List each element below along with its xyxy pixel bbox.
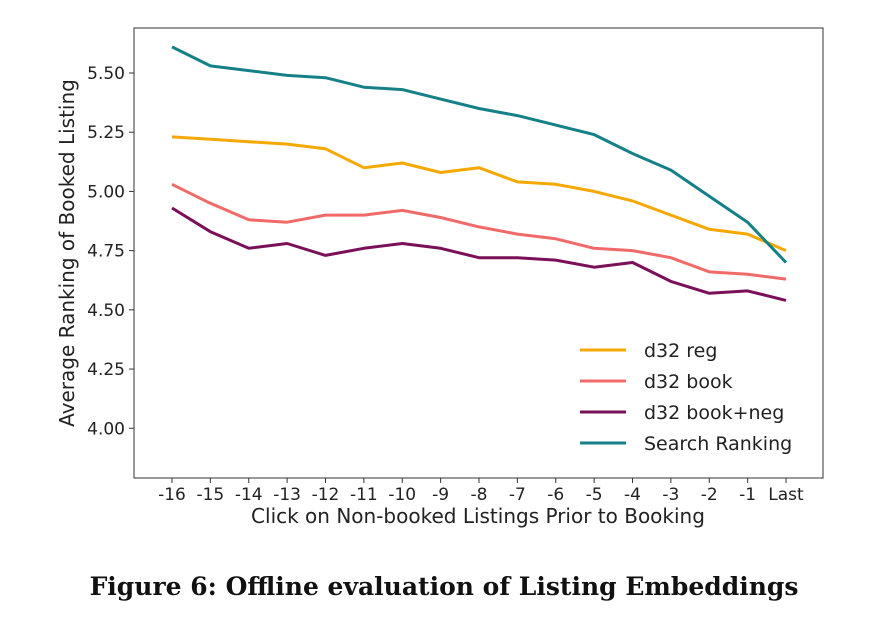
x-tick-label: -4	[624, 485, 641, 505]
x-tick-label: -6	[547, 485, 564, 505]
series-line-d32-book	[171, 182, 787, 281]
x-tick-label: Last	[768, 485, 804, 505]
line-chart: 4.004.254.504.755.005.255.50 -16 -15 -14 -1…	[55, 27, 824, 528]
y-tick-label: 4.00	[87, 419, 125, 439]
y-tick-label: 4.50	[87, 301, 125, 321]
x-tick-label: -5	[586, 485, 603, 505]
legend-label: Search Ranking	[644, 433, 792, 455]
series-line-search-ranking	[171, 45, 788, 264]
y-tick-label: 5.50	[87, 64, 125, 84]
y-axis-title: Average Ranking of Booked Listing	[55, 79, 79, 427]
y-tick-label: 5.00	[87, 182, 125, 202]
x-axis-ticks: -16 -15 -14 -13 -12 -11 -10 -9 -8 -7 -6 -5 -4 -3 -2 -1 L…	[158, 478, 804, 505]
x-tick-label: -13	[273, 485, 301, 505]
figure-caption: Figure 6: Offline evaluation of Listing …	[89, 572, 799, 601]
x-tick-label: -11	[350, 485, 378, 505]
y-tick-label: 4.75	[87, 242, 125, 262]
x-tick-label: -16	[158, 485, 186, 505]
series-line-d32-reg	[171, 135, 787, 252]
x-tick-label: -8	[471, 485, 488, 505]
series-line-d32-book-neg	[171, 206, 787, 302]
x-tick-label: -10	[388, 485, 416, 505]
x-tick-label: -14	[235, 485, 263, 505]
x-tick-label: -1	[739, 485, 756, 505]
x-tick-label: -2	[701, 485, 718, 505]
x-tick-label: -7	[509, 485, 526, 505]
legend-label: d32 reg	[644, 340, 717, 362]
legend: d32 reg d32 book d32 book+neg Search Rankin…	[580, 340, 792, 455]
series-lines	[171, 45, 788, 302]
y-tick-label: 5.25	[87, 123, 125, 143]
x-tick-label: -9	[432, 485, 449, 505]
legend-label: d32 book	[644, 371, 733, 393]
x-axis-title: Click on Non-booked Listings Prior to Bo…	[251, 504, 705, 528]
x-tick-label: -15	[196, 485, 224, 505]
y-tick-label: 4.25	[87, 360, 125, 380]
x-tick-label: -3	[662, 485, 679, 505]
y-axis-ticks: 4.00 4.25 4.50 4.75 5.00 5.25 5.50	[87, 64, 134, 439]
legend-label: d32 book+neg	[644, 402, 784, 424]
x-tick-label: -12	[312, 485, 340, 505]
